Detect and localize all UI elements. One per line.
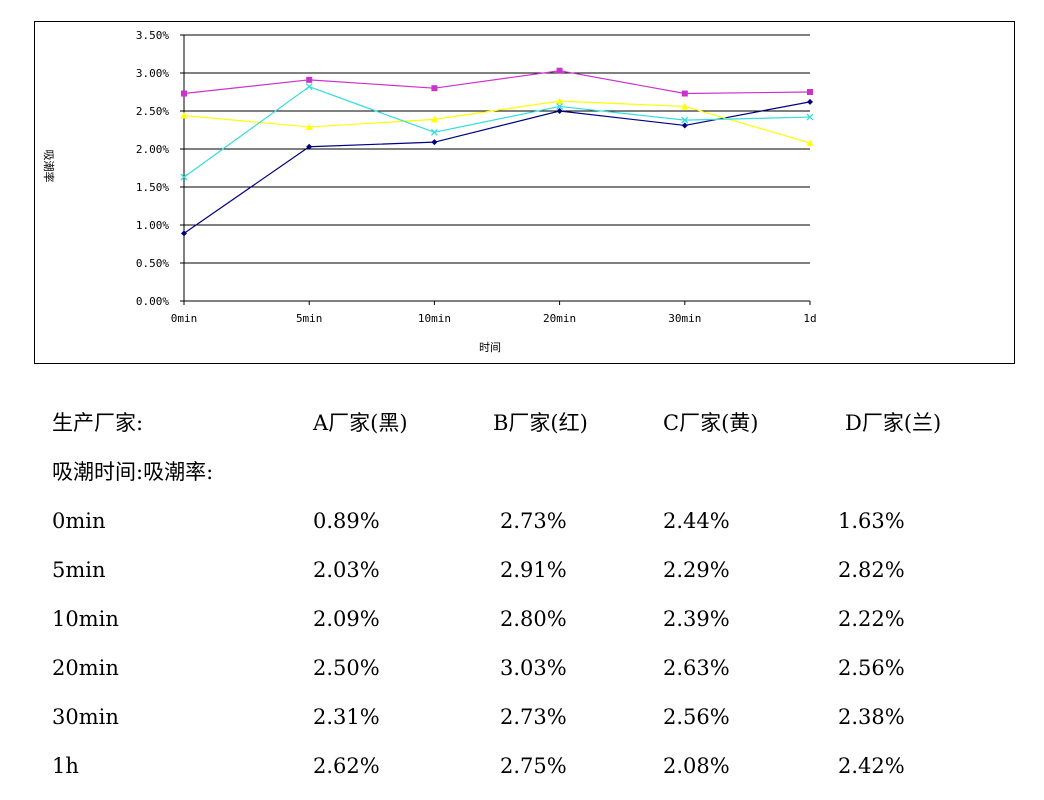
table-cell-value: 2.38% xyxy=(838,705,905,729)
x-axis-label: 时间 xyxy=(479,341,501,354)
table-cell-value: 1.63% xyxy=(838,509,905,533)
manufacturer-d: D厂家(兰) xyxy=(845,411,942,435)
data-point xyxy=(181,90,187,97)
data-point xyxy=(430,128,438,136)
table-cell-value: 2.03% xyxy=(313,558,380,582)
data-point xyxy=(556,97,564,105)
table-row-time: 30min xyxy=(52,705,119,729)
line-chart: 0.00% 0.50% 1.00% 1.50% 2.00% 2.50% 3.00% 3.50%… xyxy=(42,29,817,354)
manufacturer-b: B厂家(红) xyxy=(493,411,588,435)
table-cell-value: 2.42% xyxy=(838,754,905,778)
x-tick-label: 0min xyxy=(171,312,198,325)
table-cell-value: 2.50% xyxy=(313,656,380,680)
y-tick-label: 2.50% xyxy=(136,105,169,118)
table-cell-value: 2.56% xyxy=(838,656,905,680)
series-line-1 xyxy=(183,70,811,95)
table-row-time: 5min xyxy=(52,558,106,582)
table-subheader: 吸潮时间:吸潮率: xyxy=(52,460,214,484)
x-tick-label: 1d xyxy=(803,312,816,325)
data-point xyxy=(806,113,814,121)
data-point xyxy=(306,76,313,83)
table-row-time: 20min xyxy=(52,656,119,680)
data-point xyxy=(305,83,313,91)
data-point xyxy=(807,89,813,95)
x-tick-label: 20min xyxy=(543,312,576,325)
table-cell-value: 2.44% xyxy=(663,509,730,533)
table-cell-value: 2.39% xyxy=(663,607,730,631)
table-cell-value: 2.80% xyxy=(500,607,567,631)
x-tick-label: 10min xyxy=(418,312,451,325)
y-tick-label: 0.50% xyxy=(136,257,169,270)
table-cell-value: 2.22% xyxy=(838,607,905,631)
data-point xyxy=(180,112,188,119)
series-line-0 xyxy=(183,101,811,234)
data-point xyxy=(306,143,313,150)
y-tick-label: 2.00% xyxy=(136,143,169,156)
x-tick-label: 30min xyxy=(668,312,701,325)
data-point xyxy=(180,173,188,181)
table-cell-value: 3.03% xyxy=(500,656,567,680)
data-point xyxy=(556,108,563,114)
table-cell-value: 2.82% xyxy=(838,558,905,582)
data-point xyxy=(556,102,564,110)
data-point xyxy=(556,67,563,74)
table-cell-value: 2.09% xyxy=(313,607,380,631)
data-point xyxy=(806,139,814,146)
series-line-2 xyxy=(183,100,811,144)
table-header-label: 生产厂家: xyxy=(52,411,144,435)
table-row-time: 10min xyxy=(52,607,119,631)
data-point xyxy=(431,85,438,92)
x-tick-label: 5min xyxy=(296,312,323,325)
data-point xyxy=(681,90,688,97)
table-cell-value: 2.73% xyxy=(500,509,567,533)
table-cell-value: 2.73% xyxy=(500,705,567,729)
y-tick-label: 3.00% xyxy=(136,67,169,80)
table-cell-value: 2.29% xyxy=(663,558,730,582)
table-cell-value: 2.31% xyxy=(313,705,380,729)
series-line-3 xyxy=(183,86,811,178)
data-point xyxy=(681,116,689,124)
table-cell-value: 0.89% xyxy=(313,509,380,533)
table-cell-value: 2.91% xyxy=(500,558,567,582)
table-cell-value: 2.56% xyxy=(663,705,730,729)
manufacturer-c: C厂家(黄) xyxy=(663,411,759,435)
table-row-time: 1h xyxy=(52,754,79,778)
data-point xyxy=(181,230,187,237)
table-cell-value: 2.63% xyxy=(663,656,730,680)
table-cell-value: 2.75% xyxy=(500,754,567,778)
manufacturer-a: A厂家(黑) xyxy=(313,411,408,435)
table-cell-value: 2.62% xyxy=(313,754,380,778)
y-tick-label: 0.00% xyxy=(136,295,169,308)
y-tick-label: 1.50% xyxy=(136,181,169,194)
data-point xyxy=(431,139,438,146)
data-point xyxy=(305,123,313,130)
y-tick-label: 1.00% xyxy=(136,219,169,232)
y-tick-label: 3.50% xyxy=(136,29,169,42)
data-point xyxy=(681,122,688,129)
table-cell-value: 2.08% xyxy=(663,754,730,778)
chart-frame: 0.00% 0.50% 1.00% 1.50% 2.00% 2.50% 3.00% 3.50%… xyxy=(34,21,1015,364)
data-point xyxy=(681,102,689,110)
data-point xyxy=(430,115,438,123)
y-axis-label: 吸潮率 xyxy=(42,150,56,183)
data-point xyxy=(807,98,813,105)
table-row-time: 0min xyxy=(52,509,106,533)
